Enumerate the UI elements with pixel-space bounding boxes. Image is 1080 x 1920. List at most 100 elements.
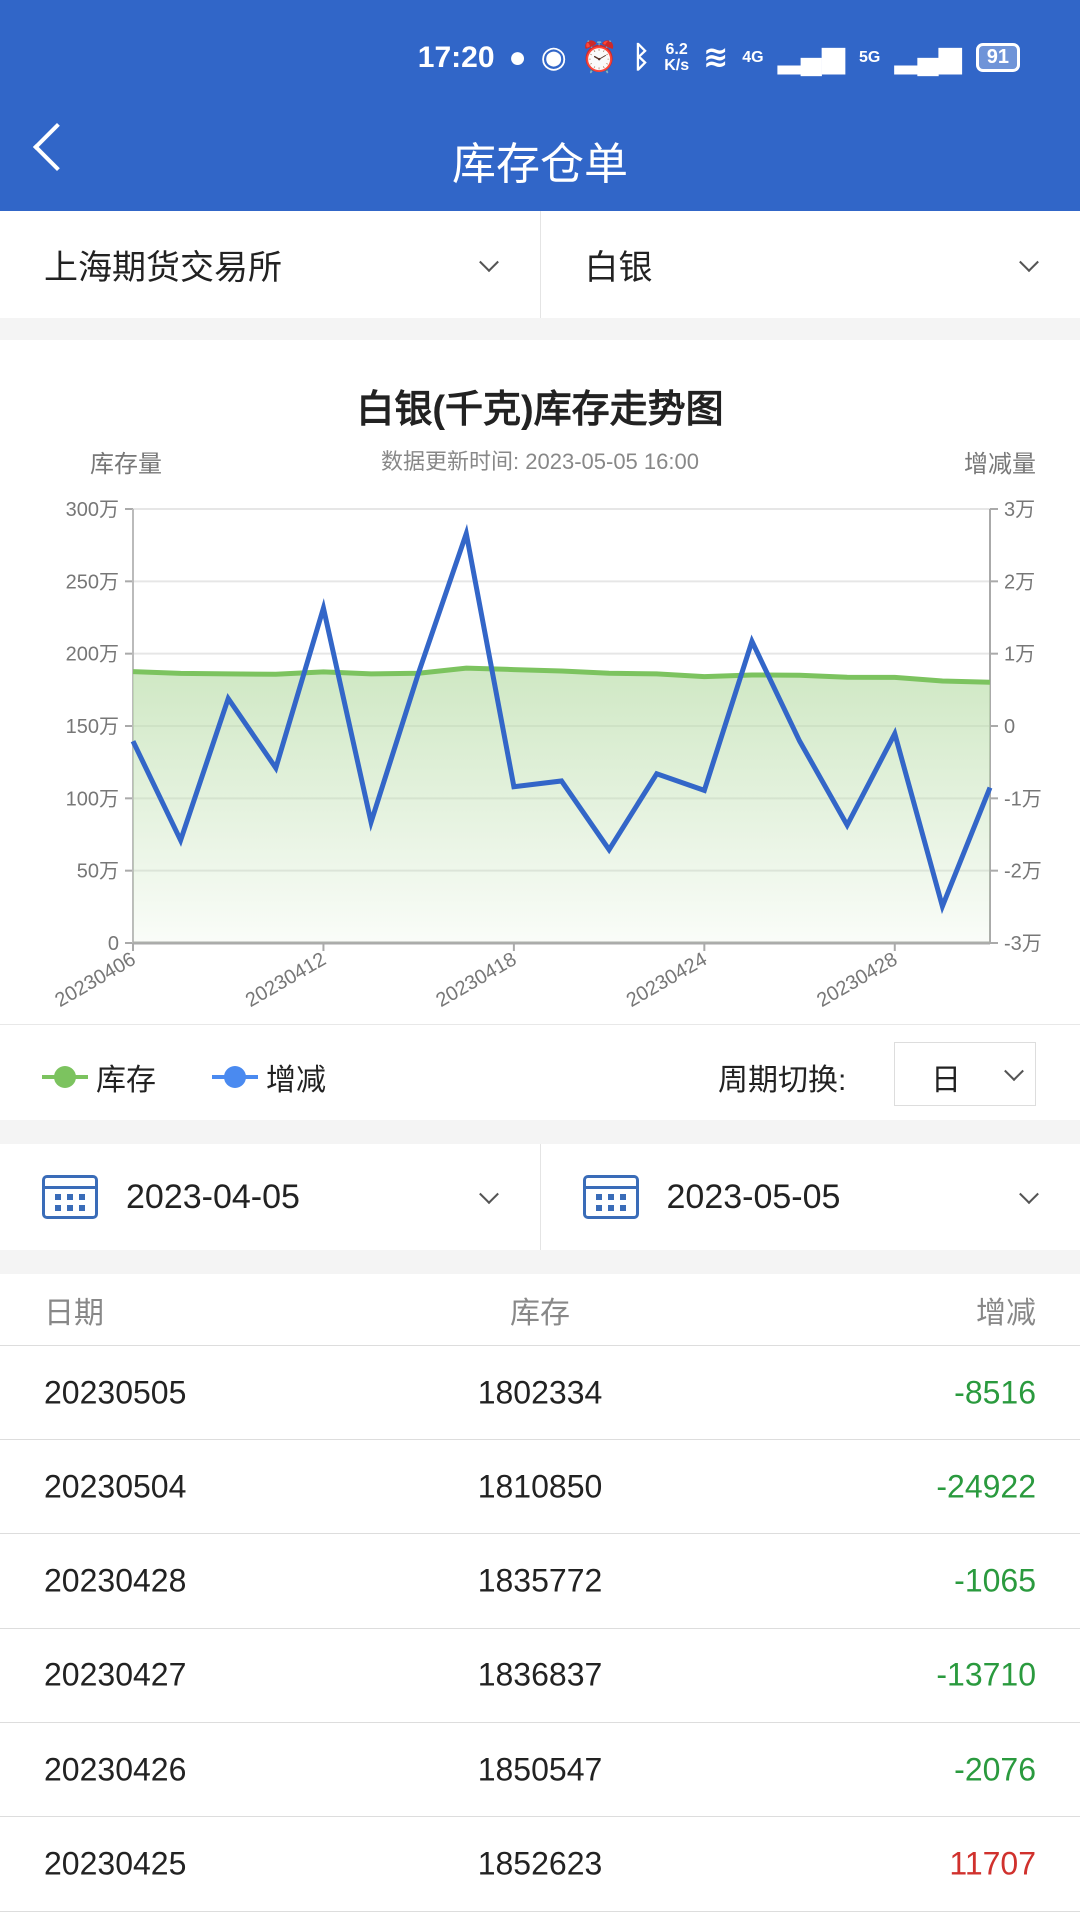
- x-tick-label: 20230406: [51, 948, 139, 1012]
- right-tick-label: 2万: [1004, 571, 1035, 593]
- bluetooth-icon: ᛒ: [632, 40, 651, 74]
- calendar-icon: [582, 1175, 639, 1219]
- stock-line: [132, 665, 991, 685]
- exchange-select[interactable]: 上海期货交易所: [0, 211, 540, 318]
- table-row[interactable]: 20230505 1802334 -8516: [0, 1346, 1080, 1440]
- legend-stock-label: 库存: [96, 1064, 156, 1097]
- divider: [0, 1250, 1080, 1274]
- cell-stock: 1802334: [477, 1374, 603, 1410]
- table-row[interactable]: 20230428 1835772 -1065: [0, 1535, 1080, 1629]
- legend-dot-icon: [42, 1066, 88, 1088]
- x-tick-label: 20230424: [623, 948, 711, 1012]
- legend-row: 库存 增减 周期切换: 日: [0, 1024, 1080, 1120]
- legend-dot-icon: [212, 1066, 258, 1088]
- right-axis-label: 增减量: [964, 451, 1036, 478]
- cell-change: -8516: [954, 1374, 1036, 1410]
- table-row[interactable]: 20230504 1810850 -24922: [0, 1440, 1080, 1535]
- left-tick-label: 200万: [66, 644, 119, 666]
- cell-change: -2076: [954, 1751, 1036, 1788]
- table-row[interactable]: 20230425 1852623 11707: [0, 1818, 1080, 1912]
- legend-change-label: 增减: [266, 1064, 326, 1097]
- cell-change: 11707: [949, 1845, 1036, 1882]
- signal-icon: ▂▄▆: [894, 41, 962, 74]
- exchange-value: 上海期货交易所: [44, 249, 282, 287]
- cell-date: 20230427: [44, 1656, 187, 1693]
- right-tick-label: 1万: [1004, 644, 1035, 666]
- filter-row: 上海期货交易所 白银: [0, 211, 1080, 318]
- x-tick-label: 20230418: [432, 948, 520, 1012]
- period-label: 周期切换:: [718, 1064, 847, 1097]
- left-tick-label: 250万: [66, 571, 119, 593]
- right-tick-label: 0: [1004, 716, 1015, 738]
- inventory-chart: 0 -3万 50万 -2万 100万 -1万 150万 0 200万 1万 250万 2万 300万 3万…: [51, 499, 1042, 1012]
- eye-icon: ◉: [540, 41, 567, 74]
- cell-date: 20230426: [44, 1751, 187, 1788]
- change-line: [130, 523, 993, 915]
- table-header: 日期 库存 增减: [0, 1274, 1080, 1346]
- battery-icon: 91: [975, 43, 1020, 72]
- chevron-down-icon: [478, 251, 499, 272]
- right-tick-label: 3万: [1004, 499, 1035, 521]
- table-row[interactable]: 20230427 1836837 -13710: [0, 1629, 1080, 1723]
- cell-date: 20230428: [44, 1562, 187, 1599]
- end-date-value: 2023-05-05: [666, 1177, 841, 1216]
- chevron-down-icon: [1019, 1184, 1039, 1205]
- page-title: 库存仓单: [452, 140, 628, 189]
- status-bar: 17:20 ● ◉ ⏰ ᛒ 6.2 K/s ≋ 4G ▂▄▆ 5G ▂▄▆ 91: [418, 40, 1020, 75]
- end-date-select[interactable]: 2023-05-05: [539, 1144, 1080, 1250]
- cell-change: -24922: [936, 1468, 1036, 1505]
- start-date-select[interactable]: 2023-04-05: [0, 1144, 540, 1250]
- right-tick-label: -3万: [1004, 933, 1042, 955]
- chart-title: 白银(千克)库存走势图: [356, 389, 724, 431]
- divider: [0, 1120, 1080, 1144]
- table-row[interactable]: 20230426 1850547 -2076: [0, 1723, 1080, 1818]
- left-axis-label: 库存量: [90, 451, 162, 478]
- chevron-down-icon: [1004, 1061, 1024, 1082]
- legend-change[interactable]: 增减: [212, 1055, 326, 1099]
- left-tick-label: 50万: [77, 861, 119, 883]
- right-tick-label: -2万: [1004, 861, 1042, 883]
- start-date-value: 2023-04-05: [126, 1177, 300, 1216]
- right-tick-label: -1万: [1004, 788, 1042, 810]
- wechat-icon: ●: [508, 40, 527, 74]
- header-stock: 库存: [510, 1296, 570, 1330]
- update-time: 数据更新时间: 2023-05-05 16:00: [381, 449, 699, 474]
- status-time: 17:20: [417, 40, 495, 74]
- app-header: 17:20 ● ◉ ⏰ ᛒ 6.2 K/s ≋ 4G ▂▄▆ 5G ▂▄▆ 91 …: [0, 0, 1080, 211]
- commodity-value: 白银: [584, 249, 653, 287]
- divider: [0, 318, 1080, 340]
- header-date: 日期: [44, 1296, 104, 1330]
- cell-change: -1065: [954, 1562, 1036, 1599]
- cell-date: 20230504: [44, 1468, 187, 1505]
- left-tick-label: 300万: [66, 499, 119, 521]
- net-speed: 6.2 K/s: [664, 40, 690, 74]
- stock-area: [133, 668, 990, 943]
- cell-stock: 1835772: [477, 1562, 603, 1599]
- calendar-icon: [42, 1175, 98, 1219]
- x-tick-label: 20230412: [242, 948, 330, 1012]
- left-tick-label: 100万: [66, 788, 119, 810]
- period-value: 日: [931, 1064, 961, 1097]
- wifi-icon: ≋: [703, 41, 729, 74]
- alarm-icon: ⏰: [580, 41, 619, 74]
- date-range-row: 2023-04-05 2023-05-05: [0, 1144, 1080, 1250]
- cell-stock: 1836837: [477, 1656, 603, 1693]
- x-tick-label: 20230428: [813, 948, 901, 1012]
- chevron-down-icon: [1019, 251, 1039, 272]
- cell-stock: 1810850: [477, 1468, 603, 1505]
- legend-stock[interactable]: 库存: [42, 1055, 156, 1099]
- cell-stock: 1850547: [477, 1751, 603, 1788]
- signal-4g: 4G: [742, 48, 764, 66]
- chevron-down-icon: [478, 1184, 499, 1205]
- cell-change: -13710: [936, 1656, 1036, 1693]
- signal-5g: 5G: [859, 48, 881, 66]
- left-tick-label: 150万: [66, 716, 119, 738]
- signal-icon: ▂▄▆: [777, 41, 845, 74]
- left-tick-label: 0: [108, 933, 119, 955]
- cell-stock: 1852623: [477, 1845, 603, 1882]
- period-select[interactable]: 日: [894, 1042, 1036, 1106]
- cell-date: 20230425: [44, 1845, 187, 1882]
- commodity-select[interactable]: 白银: [539, 211, 1080, 318]
- header-change: 增减: [976, 1296, 1036, 1330]
- cell-date: 20230505: [44, 1374, 187, 1410]
